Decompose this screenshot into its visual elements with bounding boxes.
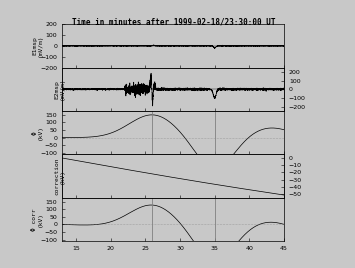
Y-axis label: correction
(kV): correction (kV) [54, 157, 65, 195]
Y-axis label: E1msp
(mV/m): E1msp (mV/m) [32, 35, 43, 57]
Y-axis label: Φ
(kV): Φ (kV) [32, 125, 43, 140]
Text: Time in minutes after 1999-02-18/23:30:00 UT: Time in minutes after 1999-02-18/23:30:0… [72, 17, 276, 27]
Y-axis label: Φ corr
(kV): Φ corr (kV) [32, 208, 43, 231]
Y-axis label: E2msp
(mV/m): E2msp (mV/m) [54, 78, 65, 100]
